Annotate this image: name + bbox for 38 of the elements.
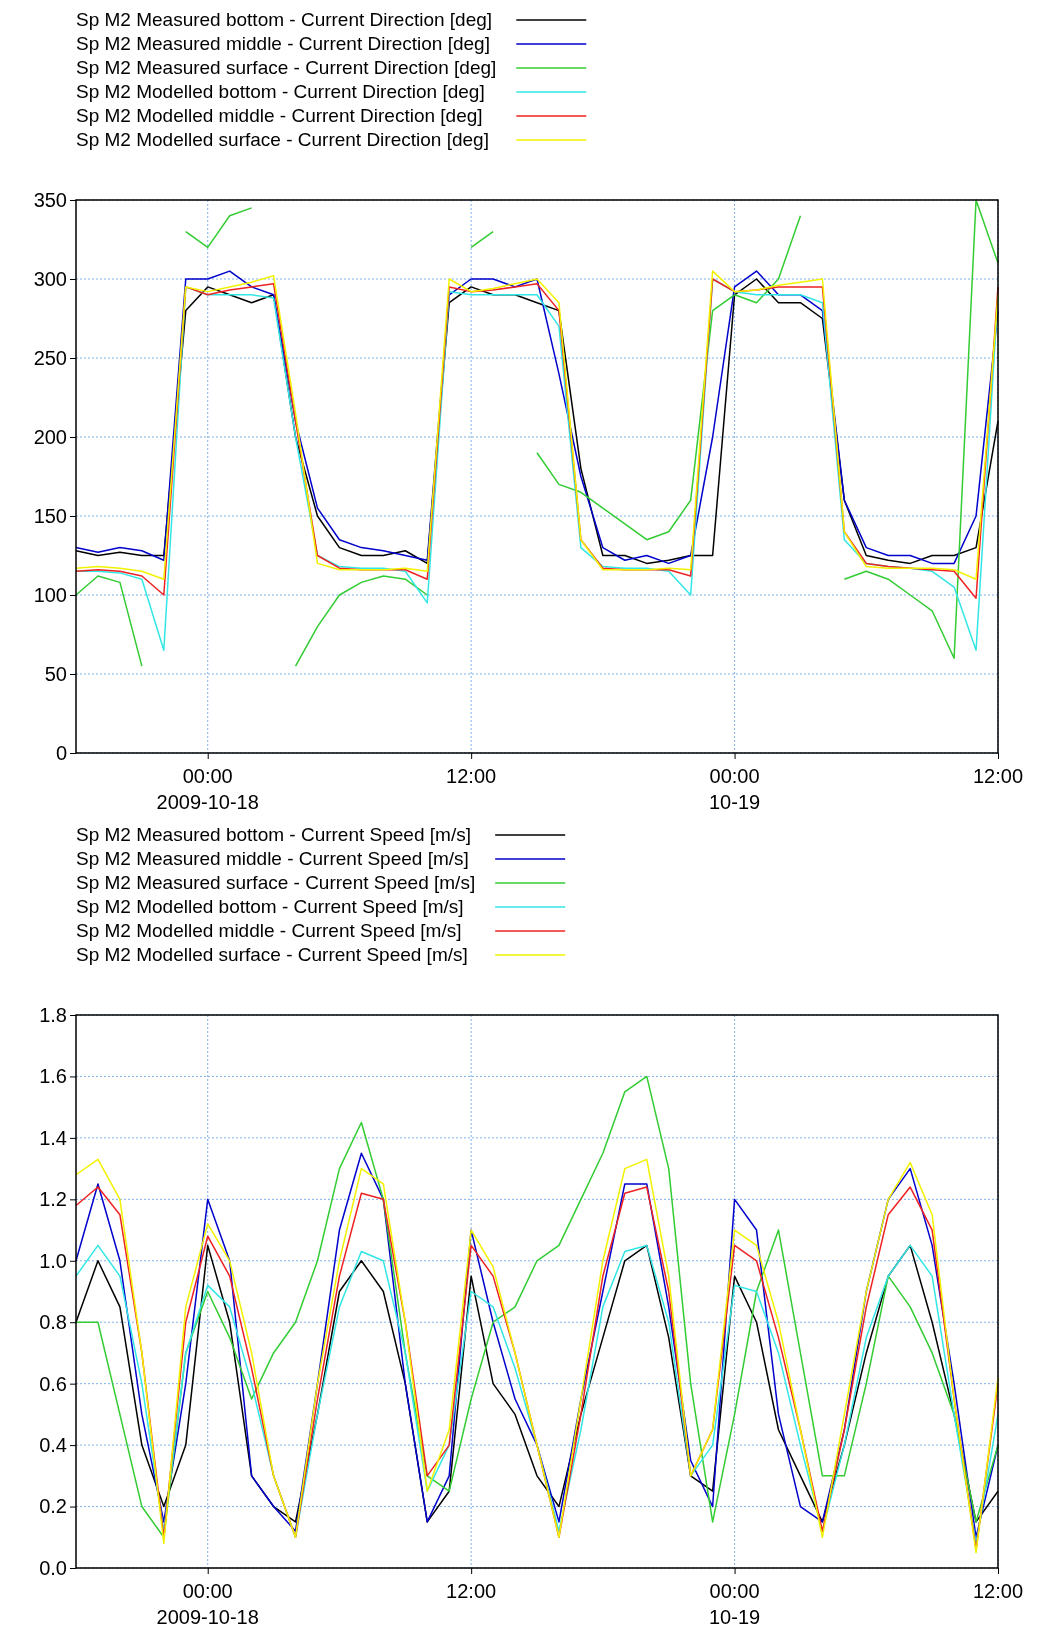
- y-tick-label: 350: [33, 188, 67, 211]
- y-tick-label: 300: [33, 267, 67, 290]
- legend-label: Sp M2 Measured bottom - Current Direction [deg]: [76, 9, 493, 30]
- legend-label: Sp M2 Modelled surface - Current Direction [deg]: [76, 129, 489, 150]
- legend-label: Sp M2 Measured middle - Current Speed [m/s]: [76, 848, 469, 869]
- y-tick-label: 250: [33, 346, 67, 369]
- y-tick-label: 100: [33, 583, 67, 606]
- legend-label: Sp M2 Measured surface - Current Speed [m/s]: [76, 872, 476, 893]
- y-tick-label: 0.6: [39, 1372, 67, 1395]
- legend-label: Sp M2 Modelled middle - Current Speed [m/s]: [76, 920, 462, 941]
- x-tick-label: 12:00: [446, 765, 497, 787]
- y-tick-label: 1.8: [39, 1003, 67, 1026]
- legend-label: Sp M2 Measured surface - Current Direction [deg]: [76, 57, 497, 78]
- y-tick-label: 1.4: [39, 1126, 67, 1149]
- x-tick-label: 00:00 10-19: [708, 1580, 761, 1628]
- y-tick-label: 0.0: [39, 1556, 67, 1579]
- legend-label: Sp M2 Measured middle - Current Direction [deg]: [76, 33, 490, 54]
- x-tick-label: 00:00 2009-10-18: [156, 1580, 259, 1628]
- y-tick-label: 1.6: [39, 1065, 67, 1088]
- legend-label: Sp M2 Modelled bottom - Current Direction [deg]: [76, 81, 485, 102]
- y-tick-label: 1.0: [39, 1249, 67, 1272]
- legend-label: Sp M2 Modelled surface - Current Speed [m/s]: [76, 944, 468, 965]
- y-tick-label: 0.2: [39, 1495, 67, 1518]
- x-tick-label: 12:00: [972, 1580, 1024, 1602]
- y-tick-label: 0.8: [39, 1311, 67, 1334]
- y-tick-label: 50: [44, 662, 67, 685]
- x-tick-label: 00:00 10-19: [708, 765, 761, 813]
- y-tick-label: 1.2: [39, 1188, 67, 1211]
- x-tick-label: 12:00: [972, 765, 1024, 787]
- y-tick-label: 0: [55, 741, 67, 764]
- legend-label: Sp M2 Modelled middle - Current Direction [deg]: [76, 105, 483, 126]
- legend-label: Sp M2 Modelled bottom - Current Speed [m/s]: [76, 896, 464, 917]
- x-tick-label: 12:00: [446, 1580, 497, 1602]
- x-tick-label: 00:00 2009-10-18: [156, 765, 259, 813]
- y-tick-label: 200: [33, 425, 67, 448]
- y-tick-label: 0.4: [39, 1434, 67, 1457]
- legend-label: Sp M2 Measured bottom - Current Speed [m/s]: [76, 824, 471, 845]
- y-tick-label: 150: [33, 504, 67, 527]
